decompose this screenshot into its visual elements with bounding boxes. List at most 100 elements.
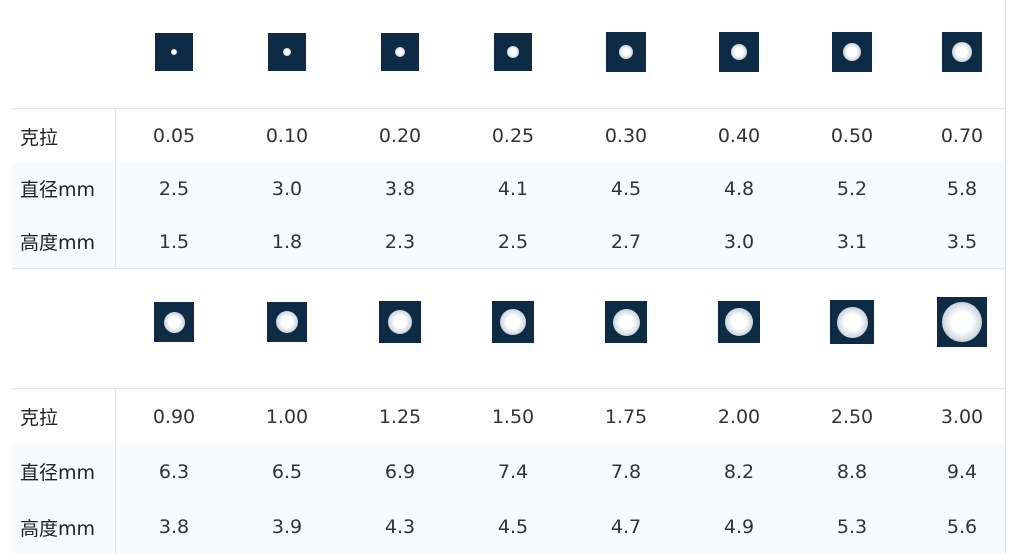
diamond bbox=[952, 42, 972, 62]
right-border bbox=[1005, 0, 1006, 554]
table-cell: 7.4 bbox=[497, 460, 529, 483]
table-cell: 0.05 bbox=[152, 125, 196, 147]
table-cell: 4.5 bbox=[497, 516, 529, 538]
row-label: 直径mm bbox=[20, 179, 96, 201]
row-label: 高度mm bbox=[20, 232, 96, 254]
column-separator bbox=[115, 162, 116, 215]
table-cell: 5.3 bbox=[836, 516, 868, 538]
table-row: 直径mm 6.3 6.5 6.9 7.4 7.8 8.2 8.8 9.4 bbox=[12, 443, 1005, 501]
table-row: 克拉 0.90 1.00 1.25 1.50 1.75 2.00 2.50 3.00 bbox=[12, 388, 1005, 445]
table-row: 高度mm 3.8 3.9 4.3 4.5 4.7 4.9 5.3 5.6 bbox=[12, 500, 1005, 554]
table-cell: 3.8 bbox=[158, 516, 190, 538]
diamond-icon bbox=[494, 33, 532, 71]
diamond bbox=[171, 49, 177, 55]
row-label: 克拉 bbox=[20, 126, 59, 149]
table-cell: 1.75 bbox=[604, 405, 648, 428]
table-cell: 3.1 bbox=[836, 230, 868, 253]
diamond bbox=[619, 45, 633, 59]
table-cell: 1.5 bbox=[158, 230, 190, 253]
table-row: 克拉 0.05 0.10 0.20 0.25 0.30 0.40 0.50 0.70 bbox=[12, 108, 1005, 164]
table-cell: 6.9 bbox=[384, 460, 416, 483]
table-cell: 1.50 bbox=[491, 405, 535, 428]
row-label: 高度mm bbox=[20, 517, 96, 540]
table-cell: 2.5 bbox=[497, 230, 529, 253]
column-separator bbox=[115, 500, 116, 554]
column-separator bbox=[115, 215, 116, 268]
table-cell: 4.1 bbox=[497, 177, 529, 200]
diamond-icon bbox=[830, 300, 874, 344]
diamond-icon bbox=[937, 297, 987, 347]
table-cell: 0.30 bbox=[604, 125, 648, 147]
table-row: 直径mm 2.5 3.0 3.8 4.1 4.5 4.8 5.2 5.8 bbox=[12, 162, 1005, 216]
table-cell: 3.0 bbox=[271, 177, 303, 200]
table-cell: 2.50 bbox=[830, 405, 874, 428]
diamond-icon bbox=[605, 301, 647, 343]
table-cell: 8.2 bbox=[723, 460, 755, 483]
table-cell: 2.5 bbox=[158, 177, 190, 200]
row-label: 克拉 bbox=[20, 407, 59, 429]
diamond bbox=[843, 43, 861, 61]
table-cell: 5.6 bbox=[946, 516, 978, 538]
diamond-icon bbox=[381, 33, 419, 71]
table-cell: 3.9 bbox=[271, 516, 303, 538]
diamond bbox=[612, 308, 640, 336]
table-cell: 5.2 bbox=[836, 177, 868, 200]
table-cell: 2.7 bbox=[610, 230, 642, 253]
column-separator bbox=[115, 109, 116, 163]
diamond bbox=[942, 302, 982, 342]
table-cell: 0.50 bbox=[830, 125, 874, 147]
table-cell: 4.7 bbox=[610, 516, 642, 538]
diamond-icon bbox=[718, 301, 760, 343]
diamond-icon bbox=[154, 302, 194, 342]
diamond-icon bbox=[719, 32, 759, 72]
table-cell: 4.5 bbox=[610, 177, 642, 200]
diamond bbox=[725, 308, 753, 336]
table-cell: 4.9 bbox=[723, 516, 755, 538]
table-cell: 1.25 bbox=[378, 405, 422, 428]
table-cell: 4.3 bbox=[384, 516, 416, 538]
diamond-icon bbox=[492, 301, 534, 343]
diamond-icon bbox=[606, 32, 646, 72]
diamond-icon bbox=[155, 33, 193, 71]
table-cell: 1.8 bbox=[271, 230, 303, 253]
table-cell: 3.0 bbox=[723, 230, 755, 253]
table-cell: 8.8 bbox=[836, 460, 868, 483]
column-separator bbox=[115, 443, 116, 500]
table-row: 高度mm 1.5 1.8 2.3 2.5 2.7 3.0 3.1 3.5 bbox=[12, 215, 1005, 269]
diamond bbox=[836, 306, 868, 338]
table-cell: 0.90 bbox=[152, 405, 196, 428]
diamond bbox=[500, 309, 526, 335]
diamond bbox=[395, 47, 405, 57]
table-cell: 7.8 bbox=[610, 460, 642, 483]
diamond bbox=[163, 311, 185, 333]
table-cell: 0.70 bbox=[940, 125, 984, 147]
table-cell: 0.10 bbox=[265, 125, 309, 147]
table-cell: 0.20 bbox=[378, 125, 422, 147]
diamond-icon bbox=[942, 32, 982, 72]
table-cell: 2.3 bbox=[384, 230, 416, 253]
table-cell: 3.00 bbox=[940, 405, 984, 428]
table-cell: 4.8 bbox=[723, 177, 755, 200]
table-cell: 3.5 bbox=[946, 230, 978, 253]
table-cell: 3.8 bbox=[384, 177, 416, 200]
table-cell: 5.8 bbox=[946, 177, 978, 200]
table-cell: 9.4 bbox=[946, 460, 978, 483]
diamond bbox=[283, 48, 291, 56]
column-separator bbox=[115, 389, 116, 444]
table-cell: 6.5 bbox=[271, 460, 303, 483]
diamond bbox=[507, 46, 519, 58]
diamond-icon bbox=[268, 33, 306, 71]
table-cell: 1.00 bbox=[265, 405, 309, 428]
table-cell: 0.40 bbox=[717, 125, 761, 147]
diamond bbox=[388, 310, 412, 334]
diamond bbox=[276, 311, 298, 333]
row-label: 直径mm bbox=[20, 462, 96, 484]
diamond-icon bbox=[379, 301, 421, 343]
diamond-icon bbox=[267, 302, 307, 342]
table-cell: 2.00 bbox=[717, 405, 761, 428]
table-cell: 0.25 bbox=[491, 125, 535, 147]
diamond-icon bbox=[832, 32, 872, 72]
diamond bbox=[731, 44, 747, 60]
table-cell: 6.3 bbox=[158, 460, 190, 483]
